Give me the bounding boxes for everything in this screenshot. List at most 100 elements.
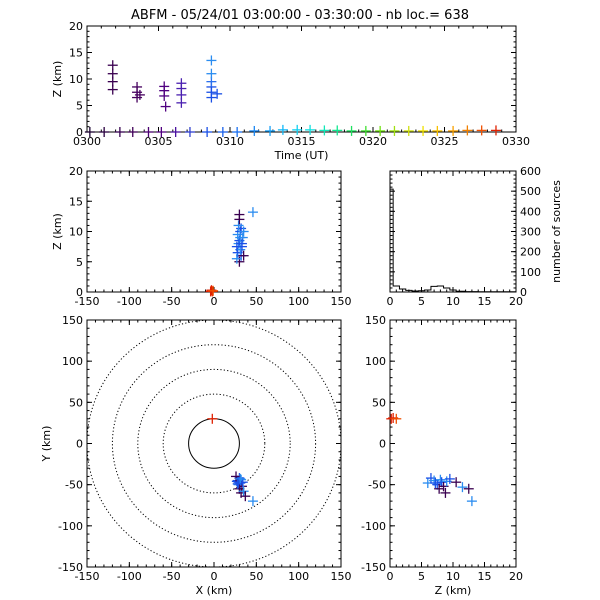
- z-y-ytick-label: -50: [368, 479, 386, 492]
- time-height-point: [418, 125, 429, 136]
- x-z-ytick-label: 0: [76, 286, 83, 299]
- time-height-xtick-label: 0305: [145, 135, 173, 148]
- time-height-point: [292, 124, 303, 135]
- plan-view-panel: -150 -100 -50 0 50 100 150 -150 -100 -50 0 50 100 150…: [40, 314, 352, 597]
- time-height-point: [249, 125, 260, 136]
- z-y-point: [444, 473, 455, 484]
- time-height-point: [389, 125, 400, 136]
- time-height-point: [217, 127, 228, 137]
- time-height-point: [375, 125, 386, 136]
- z-y-xtick-label: 10: [446, 570, 460, 583]
- time-height-xtick-label: 0320: [359, 135, 387, 148]
- x-z-xtick-label: 0: [211, 295, 218, 308]
- time-height-point: [265, 125, 276, 136]
- figure-title: ABFM - 05/24/01 03:00:00 - 03:30:00 - nb…: [131, 8, 469, 23]
- histogram-ytick-label: 400: [520, 205, 541, 218]
- time-height-point: [84, 127, 95, 137]
- time-height-xtick-label: 0330: [502, 135, 530, 148]
- z-y-point: [434, 483, 445, 494]
- x-z-point: [238, 250, 249, 261]
- histogram-ytick-label: 100: [520, 266, 541, 279]
- time-height-ytick-label: 20: [69, 20, 83, 33]
- range-ring: [137, 368, 291, 519]
- plan-view-xtick-label: -100: [117, 570, 142, 583]
- time-height-point: [476, 125, 487, 136]
- plan-view-ytick-label: 100: [62, 355, 83, 368]
- histogram-ytick-label: 600: [520, 165, 541, 178]
- x-z-panel: -150 -100 -50 0 50 100 150 0 5 10 15 20 Z (km): [51, 165, 352, 308]
- x-z-point: [236, 238, 247, 249]
- plan-view-xtick-label: 150: [331, 570, 352, 583]
- plan-view-point: [232, 478, 243, 489]
- time-height-point: [206, 68, 217, 79]
- plan-view-ytick-label: 150: [62, 314, 83, 327]
- x-z-xtick-label: -50: [163, 295, 181, 308]
- plan-view-xtick-label: 100: [288, 570, 309, 583]
- histogram-xtick-label: 15: [478, 295, 492, 308]
- plan-view-point: [234, 483, 245, 494]
- x-z-point: [233, 220, 244, 231]
- histogram-xtick-label: 5: [418, 295, 425, 308]
- plan-view-point: [247, 496, 258, 507]
- time-height-point: [202, 127, 213, 137]
- time-height-panel: 0300 0305 0310 0315 0320 0325 0330 0 5 10 15 20 Time…: [51, 20, 530, 162]
- time-height-point: [156, 127, 167, 137]
- x-z-xtick-label: 50: [249, 295, 263, 308]
- time-height-point: [170, 127, 181, 137]
- z-y-ytick-label: 0: [379, 438, 386, 451]
- time-height-xtick-label: 0300: [73, 135, 101, 148]
- plan-view-ytick-label: 50: [69, 396, 83, 409]
- histogram-xtick-label: 0: [387, 295, 394, 308]
- time-height-point: [212, 88, 223, 99]
- x-z-xtick-label: -100: [117, 295, 142, 308]
- histogram-ytick-label: 300: [520, 226, 541, 239]
- x-z-xtick-label: -150: [75, 295, 100, 308]
- x-z-point: [238, 226, 249, 237]
- time-height-ytick-label: 0: [76, 126, 83, 139]
- x-z-point: [247, 207, 258, 218]
- plan-view-xtick-label: -50: [163, 570, 181, 583]
- x-z-ylabel: Z (km): [51, 213, 64, 250]
- histogram-line: [390, 188, 516, 293]
- time-height-point: [107, 60, 118, 71]
- time-height-point: [134, 89, 145, 100]
- histogram-ylabel: number of sources: [550, 180, 563, 283]
- range-ring: [162, 393, 266, 494]
- plan-view-point: [238, 486, 249, 497]
- z-y-xtick-label: 0: [387, 570, 394, 583]
- x-z-point: [234, 209, 245, 220]
- time-height-ytick-label: 5: [76, 100, 83, 113]
- x-z-frame: [86, 170, 342, 293]
- time-height-point: [448, 125, 459, 136]
- time-height-point: [462, 125, 473, 136]
- time-height-ylabel: Z (km): [51, 61, 64, 98]
- time-height-ytick-label: 10: [69, 73, 83, 86]
- plan-view-xtick-label: 50: [249, 570, 263, 583]
- histogram-ytick-label: 500: [520, 185, 541, 198]
- time-height-point: [176, 78, 187, 89]
- z-y-point: [466, 496, 477, 507]
- x-z-ytick-label: 15: [69, 195, 83, 208]
- time-height-point: [206, 55, 217, 66]
- range-ring: [87, 320, 341, 567]
- z-y-ytick-label: -100: [361, 520, 386, 533]
- z-y-ytick-label: 50: [372, 396, 386, 409]
- time-height-point: [432, 125, 443, 136]
- plan-view-point: [207, 413, 218, 424]
- plan-view-point: [231, 471, 242, 482]
- time-height-xtick-label: 0315: [288, 135, 316, 148]
- time-height-point: [159, 81, 170, 92]
- x-z-point: [208, 285, 219, 296]
- plan-view-xtick-label: -150: [75, 570, 100, 583]
- plan-view-point: [240, 491, 251, 502]
- time-height-point: [232, 127, 243, 137]
- z-y-ytick-label: 100: [365, 355, 386, 368]
- time-height-frame: [86, 25, 517, 133]
- time-height-point: [346, 125, 357, 136]
- time-height-point: [277, 124, 288, 135]
- z-y-frame: [389, 319, 517, 568]
- z-y-point: [436, 477, 447, 488]
- z-y-point: [435, 474, 446, 485]
- plan-view-ytick-label: -100: [58, 520, 83, 533]
